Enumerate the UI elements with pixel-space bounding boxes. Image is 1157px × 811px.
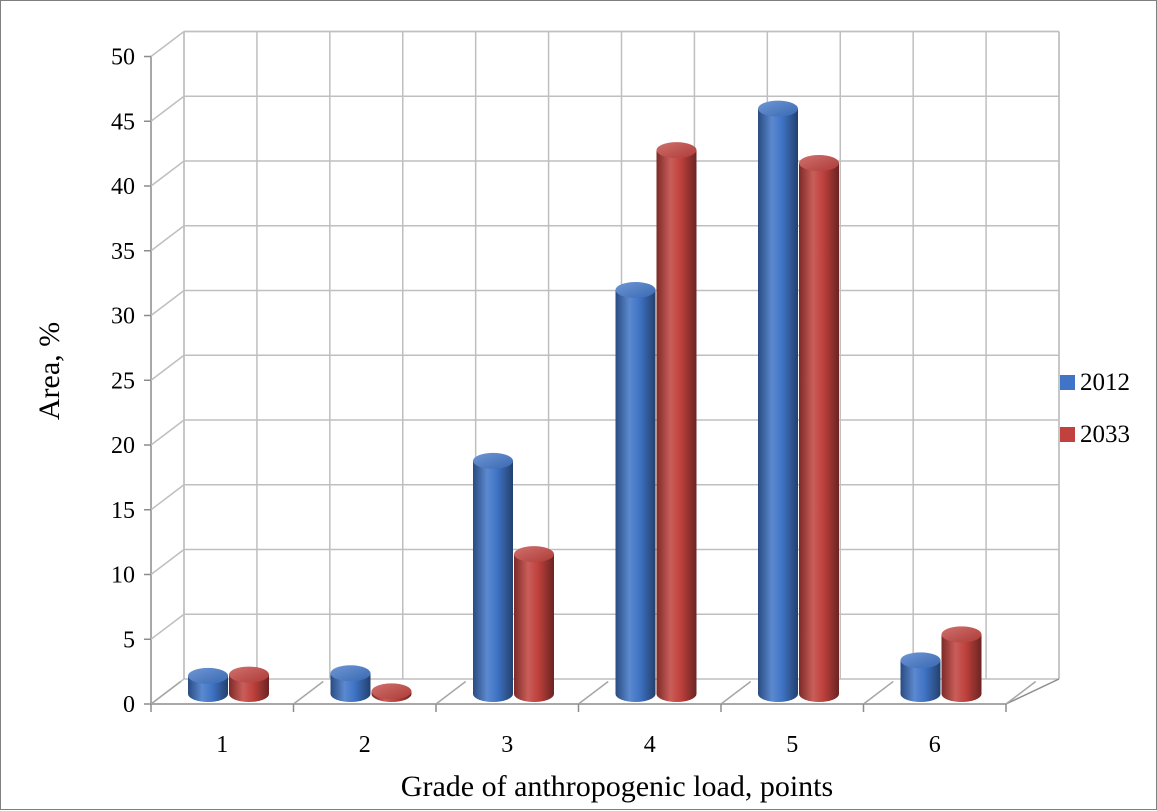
floor-separator (720, 680, 752, 705)
bar-2033-3 (514, 546, 554, 702)
x-tick-label: 2 (359, 732, 371, 758)
y-tick-labels: 0 5 10 15 20 25 30 35 40 45 50 (111, 45, 135, 719)
y-tick-label: 20 (111, 433, 135, 459)
gridline-side (150, 548, 185, 576)
bar-2012-1 (188, 667, 228, 702)
x-tick-label: 4 (644, 732, 656, 758)
bar-2033-2 (371, 683, 412, 702)
y-tick-label: 5 (123, 627, 135, 653)
y-tick-label: 50 (111, 45, 135, 71)
y-tick-label: 30 (111, 304, 135, 330)
gridline-side (150, 160, 185, 187)
x-tick-label: 6 (929, 732, 941, 758)
floor-separator (1005, 680, 1037, 705)
legend-item-2012: 2012 (1060, 369, 1130, 396)
legend-label: 2033 (1080, 421, 1130, 448)
x-tick-label: 1 (216, 732, 228, 758)
bar-2012-2 (330, 665, 371, 702)
bar-2033-6 (941, 626, 982, 702)
bar-2033-5 (799, 155, 839, 703)
x-tick-labels: 1 2 3 4 5 6 (216, 732, 941, 758)
bars (188, 100, 982, 703)
x-tick-label: 3 (501, 732, 513, 758)
gridline-side (150, 419, 185, 446)
y-tick-label: 0 (123, 692, 135, 718)
gridline-side (150, 30, 185, 58)
floor-separator (293, 680, 324, 705)
bar-2012-6 (900, 652, 941, 702)
bar-2012-5 (758, 100, 798, 702)
floor-separator (150, 680, 182, 705)
gridline-side (150, 95, 185, 122)
bar-2012-4 (615, 281, 656, 702)
gridline-side (150, 354, 185, 381)
y-tick-label: 40 (111, 174, 135, 200)
legend-label: 2012 (1080, 369, 1130, 396)
floor-separator (578, 680, 609, 705)
y-tick-label: 25 (111, 368, 135, 394)
gridlines (144, 30, 1060, 712)
gridline-side (150, 613, 185, 640)
gridline-side (150, 225, 185, 252)
floor-separator (863, 680, 894, 705)
gridline-side (150, 484, 185, 511)
floor-separator (435, 680, 467, 705)
legend: 2012 2033 (1060, 369, 1130, 448)
x-tick-label: 5 (786, 732, 798, 758)
y-tick-label: 15 (111, 498, 135, 524)
bar-2012-3 (473, 452, 513, 702)
chart-walls (150, 30, 1060, 704)
legend-item-2033: 2033 (1060, 421, 1130, 448)
x-axis-title: Grade of anthropogenic load, points (401, 770, 833, 803)
gridline-side (150, 289, 185, 317)
y-axis-title: Area, % (33, 322, 66, 420)
legend-swatch (1060, 375, 1075, 390)
y-tick-label: 45 (111, 109, 135, 135)
legend-swatch (1060, 427, 1075, 442)
bar-2033-4 (656, 142, 697, 703)
y-tick-label: 10 (111, 563, 135, 589)
y-tick-label: 35 (111, 239, 135, 265)
bar-2033-1 (229, 666, 269, 702)
